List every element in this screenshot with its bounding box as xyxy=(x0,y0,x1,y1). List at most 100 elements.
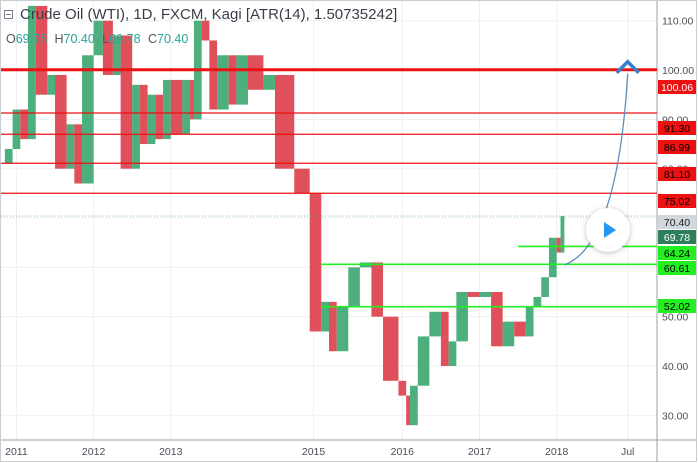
price-badge xyxy=(658,140,696,154)
collapse-icon[interactable] xyxy=(4,10,13,19)
price-badge xyxy=(658,121,696,135)
high-label: H xyxy=(54,32,64,46)
kagi-segment xyxy=(336,306,349,352)
price-badge-label: 52.02 xyxy=(664,301,690,313)
kagi-segment xyxy=(514,321,526,337)
price-badge-label: 75.02 xyxy=(664,196,690,208)
x-tick-label: 2017 xyxy=(468,446,492,458)
price-badge-label: 91.30 xyxy=(664,123,690,135)
kagi-segment xyxy=(491,292,503,347)
x-tick-label: 2015 xyxy=(302,446,326,458)
x-tick-label: 2018 xyxy=(545,446,569,458)
kagi-segment xyxy=(548,237,557,278)
kagi-segment xyxy=(66,124,75,169)
kagi-segment xyxy=(541,277,549,297)
price-badge-label: 69.78 xyxy=(664,232,690,244)
y-tick-label: 40.00 xyxy=(662,361,688,373)
kagi-segment xyxy=(4,148,13,164)
kagi-segment xyxy=(93,20,103,56)
chart-header: Crude Oil (WTI), 1D, FXCM, Kagi [ATR(14)… xyxy=(4,6,397,23)
kagi-segment xyxy=(28,5,36,140)
y-tick-label: 30.00 xyxy=(662,410,688,422)
kagi-segment xyxy=(236,55,248,105)
price-badge xyxy=(658,246,696,260)
kagi-segment xyxy=(228,55,237,105)
kagi-segment xyxy=(502,321,515,347)
price-badge xyxy=(658,194,696,208)
kagi-segment xyxy=(263,74,275,90)
open-value: 69.78 xyxy=(15,32,48,46)
x-tick-label: 2013 xyxy=(159,446,183,458)
kagi-segment xyxy=(309,193,322,332)
kagi-segment xyxy=(406,395,411,426)
chart-title: Crude Oil (WTI), 1D, FXCM, Kagi [ATR(14)… xyxy=(20,6,398,23)
kagi-segment xyxy=(155,94,164,140)
price-badge xyxy=(658,261,696,275)
kagi-segment xyxy=(190,79,194,120)
kagi-segment xyxy=(12,109,21,149)
x-tick-label: 2012 xyxy=(82,446,106,458)
high-value: 70.40 xyxy=(63,32,95,46)
price-badge-label: 100.06 xyxy=(661,82,693,94)
x-tick-label: 2016 xyxy=(391,446,415,458)
forecast-arrow xyxy=(564,73,629,266)
kagi-segment xyxy=(371,262,384,317)
kagi-segment xyxy=(456,292,468,342)
kagi-segment xyxy=(147,94,156,145)
price-badge xyxy=(658,230,696,244)
kagi-segment xyxy=(556,237,561,253)
open-label: O xyxy=(6,32,16,46)
kagi-segment xyxy=(120,35,133,169)
kagi-segment xyxy=(525,306,534,337)
kagi-segment xyxy=(132,84,140,169)
close-value: 70.40 xyxy=(157,32,189,46)
price-badge xyxy=(658,299,696,313)
y-tick-label: 100.00 xyxy=(662,65,694,77)
price-badge-label: 64.24 xyxy=(664,248,690,260)
kagi-segment xyxy=(429,311,441,337)
kagi-segment xyxy=(417,336,430,386)
price-badge xyxy=(658,215,696,229)
low-value: 69.78 xyxy=(109,32,141,46)
price-badge-label: 60.61 xyxy=(664,263,690,275)
kagi-segment xyxy=(448,341,457,367)
kagi-segment xyxy=(20,109,29,140)
price-badge-label: 70.40 xyxy=(664,217,690,229)
kagi-segment xyxy=(201,20,210,41)
kagi-segment xyxy=(467,292,480,297)
kagi-segment xyxy=(247,55,264,90)
kagi-segment xyxy=(102,20,113,75)
price-badge xyxy=(658,167,696,181)
kagi-segment xyxy=(139,84,148,145)
ohlc-readout: O69.78 H70.40 L69.78 C70.40 xyxy=(6,32,192,46)
kagi-segment xyxy=(479,292,492,297)
kagi-segment xyxy=(274,74,295,169)
kagi-segment xyxy=(329,301,337,352)
y-tick-label: 50.00 xyxy=(662,312,688,324)
price-badge xyxy=(658,80,696,94)
price-badge-label: 81.10 xyxy=(664,169,690,181)
kagi-segment xyxy=(55,74,67,169)
kagi-segment xyxy=(170,79,183,135)
kagi-segment xyxy=(398,380,407,396)
kagi-segment xyxy=(209,40,218,110)
kagi-segment xyxy=(163,79,171,140)
kagi-segment xyxy=(294,168,310,194)
kagi-segment xyxy=(348,267,360,307)
kagi-segment xyxy=(112,35,121,75)
kagi-segment xyxy=(74,124,83,184)
low-label: L xyxy=(102,32,110,46)
kagi-segment xyxy=(533,296,542,307)
play-button[interactable] xyxy=(586,208,630,252)
play-icon xyxy=(604,222,616,238)
kagi-segment xyxy=(410,385,418,426)
kagi-segment xyxy=(383,316,399,381)
kagi-segment xyxy=(82,55,94,184)
kagi-segment xyxy=(35,5,48,95)
forecast-arrow-head xyxy=(615,59,640,74)
kagi-segment xyxy=(321,301,329,332)
x-tick-label: 2011 xyxy=(5,446,28,458)
kagi-segment xyxy=(182,79,191,135)
